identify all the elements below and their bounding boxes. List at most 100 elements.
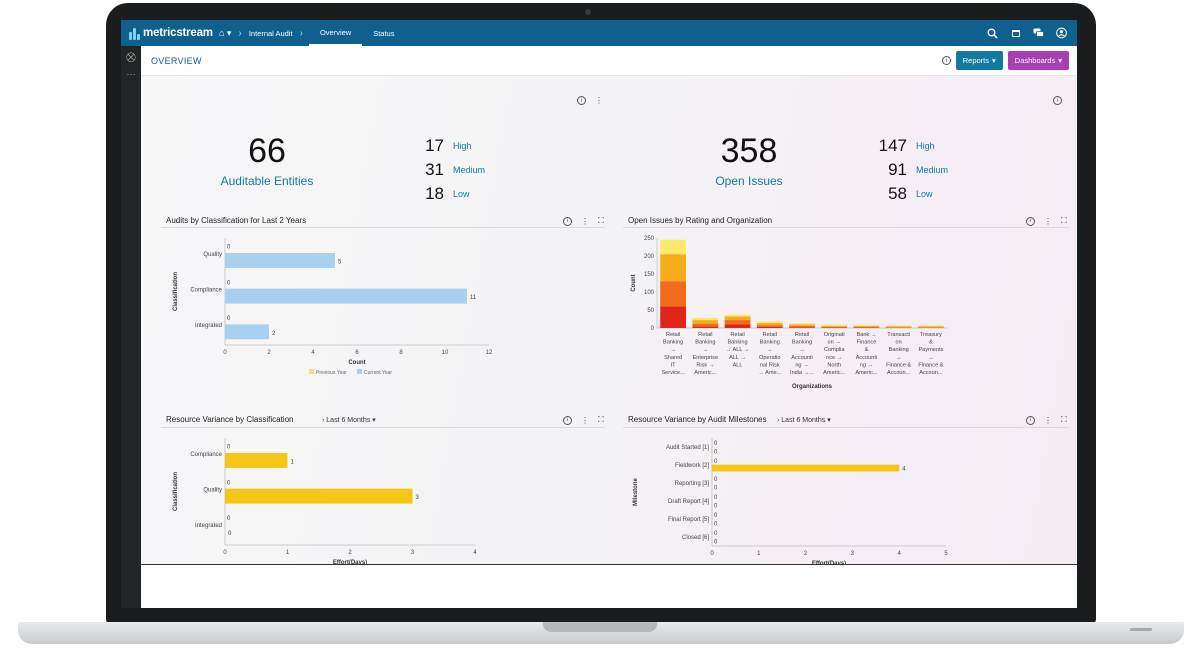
audits-by-classification-chart: Classification 0 2 4 6 8 10 12 Count Quality 0 5 Com… [173, 238, 493, 376]
home-icon[interactable]: ⌂ ▾ [219, 27, 232, 38]
x-tick-label: 1 [286, 550, 290, 556]
bar-segment [853, 326, 880, 328]
logo-text: metricstream [143, 27, 213, 39]
calendar-icon[interactable] [1010, 28, 1021, 39]
entities-total: 66 [248, 132, 286, 170]
kebab-menu-icon[interactable]: ⋮ [581, 415, 589, 425]
x-axis-label: Organizations [792, 384, 833, 390]
y-tick-label: 200 [644, 254, 655, 260]
breadcrumb-internal-audit[interactable]: Internal Audit [248, 28, 293, 38]
audits-panel-title: Audits by Classification for Last 2 Year… [166, 216, 307, 225]
y-axis-label: Classification [173, 272, 179, 311]
tab-status[interactable]: Status [373, 28, 395, 38]
bar [225, 252, 335, 268]
info-icon[interactable]: i [577, 96, 586, 105]
bar [225, 488, 413, 504]
category-label: Retail Banking → Shared IT Service... [661, 332, 685, 376]
expand-icon[interactable]: ⛶ [1061, 216, 1067, 225]
x-tick-label: 3 [851, 551, 855, 557]
chevron-right-icon: › [299, 27, 303, 39]
app-screen: metricstream ⌂ ▾ › Internal Audit › Over… [121, 20, 1077, 608]
category-label: Compliance [190, 288, 222, 294]
breadcrumb: ⌂ ▾ › Internal Audit › [219, 28, 303, 39]
category-label: Fieldwork [2] [675, 463, 709, 469]
category-label: Quality [203, 488, 222, 494]
entities-label: Auditable Entities [220, 174, 314, 188]
footer-area [141, 565, 1077, 608]
info-icon[interactable]: i [1026, 216, 1035, 226]
x-tick-label: 2 [348, 550, 352, 556]
bar-segment [692, 323, 719, 327]
legend-label: Previous Year [316, 370, 347, 376]
chat-icon[interactable] [1033, 28, 1044, 39]
info-icon[interactable]: i [563, 415, 572, 425]
audits-tools: i ⋮ ⛶ [563, 216, 604, 226]
x-tick-label: 0 [223, 550, 227, 556]
bar-segment [692, 317, 719, 321]
issues-tools: i ⋮ ⛶ [1026, 216, 1067, 226]
data-label: 0 [227, 316, 231, 322]
info-icon[interactable]: i [941, 56, 951, 65]
data-label: 0 [714, 503, 718, 509]
kebab-menu-icon[interactable]: ⋮ [1044, 415, 1052, 425]
divider [161, 427, 605, 428]
kebab-menu-icon[interactable]: ⋮ [595, 96, 603, 105]
data-label: 0 [714, 531, 718, 537]
bar-segment [724, 324, 751, 328]
kebab-menu-icon[interactable]: ⋮ [581, 216, 589, 226]
bar-segment [821, 325, 848, 327]
bar-segment [724, 316, 751, 321]
resource-variance-milestone-chart: Milestone012345Effort(Days)Audit Started… [633, 438, 948, 567]
x-tick-label: 2 [804, 551, 808, 557]
bar-segment [724, 320, 751, 325]
info-icon[interactable]: i [1026, 415, 1035, 425]
category-label: Originati on → Complia nce → North Americ... [823, 332, 846, 376]
laptop-base [18, 622, 1184, 644]
more-icon[interactable]: ··· [126, 69, 136, 79]
resource-variance-class-chart: Classification 0 1 2 3 4 Effort(Days) Complianc… [173, 438, 477, 566]
webcam [585, 9, 591, 15]
user-avatar-icon[interactable] [1056, 27, 1067, 39]
chevron-right-icon: › [777, 417, 782, 424]
data-label: 0 [714, 513, 718, 519]
category-label: Retail Banking → ALL → ALL → ALL [726, 332, 750, 368]
kebab-menu-icon[interactable]: ⋮ [1044, 216, 1052, 226]
data-label: 11 [470, 295, 477, 301]
info-icon[interactable]: i [563, 216, 572, 226]
divider [623, 227, 1069, 228]
y-tick-label: 100 [644, 290, 655, 296]
tab-bar: Overview Status [308, 20, 406, 46]
data-label: 0 [714, 477, 718, 483]
bar-segment [918, 326, 944, 328]
bar-segment [821, 324, 848, 326]
x-tick-label: 1 [757, 551, 761, 557]
app-logo[interactable]: metricstream [121, 27, 217, 40]
x-axis-label: Count [348, 360, 365, 366]
issues-total: 358 [720, 132, 778, 170]
caret-down-icon: ▾ [825, 417, 831, 424]
expand-icon[interactable]: ⛶ [598, 216, 604, 225]
category-label: Treasury & Payments → Finance & Accoun... [918, 332, 943, 376]
dashboards-button[interactable]: Dashboards ▾ [1007, 51, 1069, 70]
bar-segment [885, 326, 912, 328]
rv-milestone-period-dropdown[interactable]: › Last 6 Months ▾ [777, 417, 831, 424]
dashboard-content: OVERVIEW i Reports ▾ Dashboards ▾ i ⋮ i 66… [141, 46, 1077, 608]
expand-icon[interactable]: ⛶ [598, 415, 604, 424]
category-label: Audit Started [1] [666, 445, 709, 451]
divider [141, 564, 1077, 565]
shield-icon[interactable]: ⛒ [126, 52, 136, 62]
tab-overview[interactable]: Overview [308, 20, 363, 46]
reports-button[interactable]: Reports ▾ [955, 51, 1003, 70]
info-icon[interactable]: i [1053, 96, 1062, 105]
kpi-issues-tools: i [1053, 96, 1062, 105]
category-label: Bank → Finance & Accounti ng → Americ... [855, 332, 878, 376]
left-rail: ⛒ ··· [121, 46, 141, 608]
issues-label: Open Issues [715, 174, 783, 188]
rv-class-period-dropdown[interactable]: › Last 6 Months ▾ [322, 417, 376, 424]
expand-icon[interactable]: ⛶ [1061, 415, 1067, 424]
bar [225, 452, 288, 468]
category-label: Final Report [5] [668, 517, 709, 523]
data-label: 0 [714, 539, 718, 545]
search-icon[interactable] [987, 28, 998, 39]
category-label: Retail Banking → Operatio nal Risk → Ame... [758, 332, 781, 376]
